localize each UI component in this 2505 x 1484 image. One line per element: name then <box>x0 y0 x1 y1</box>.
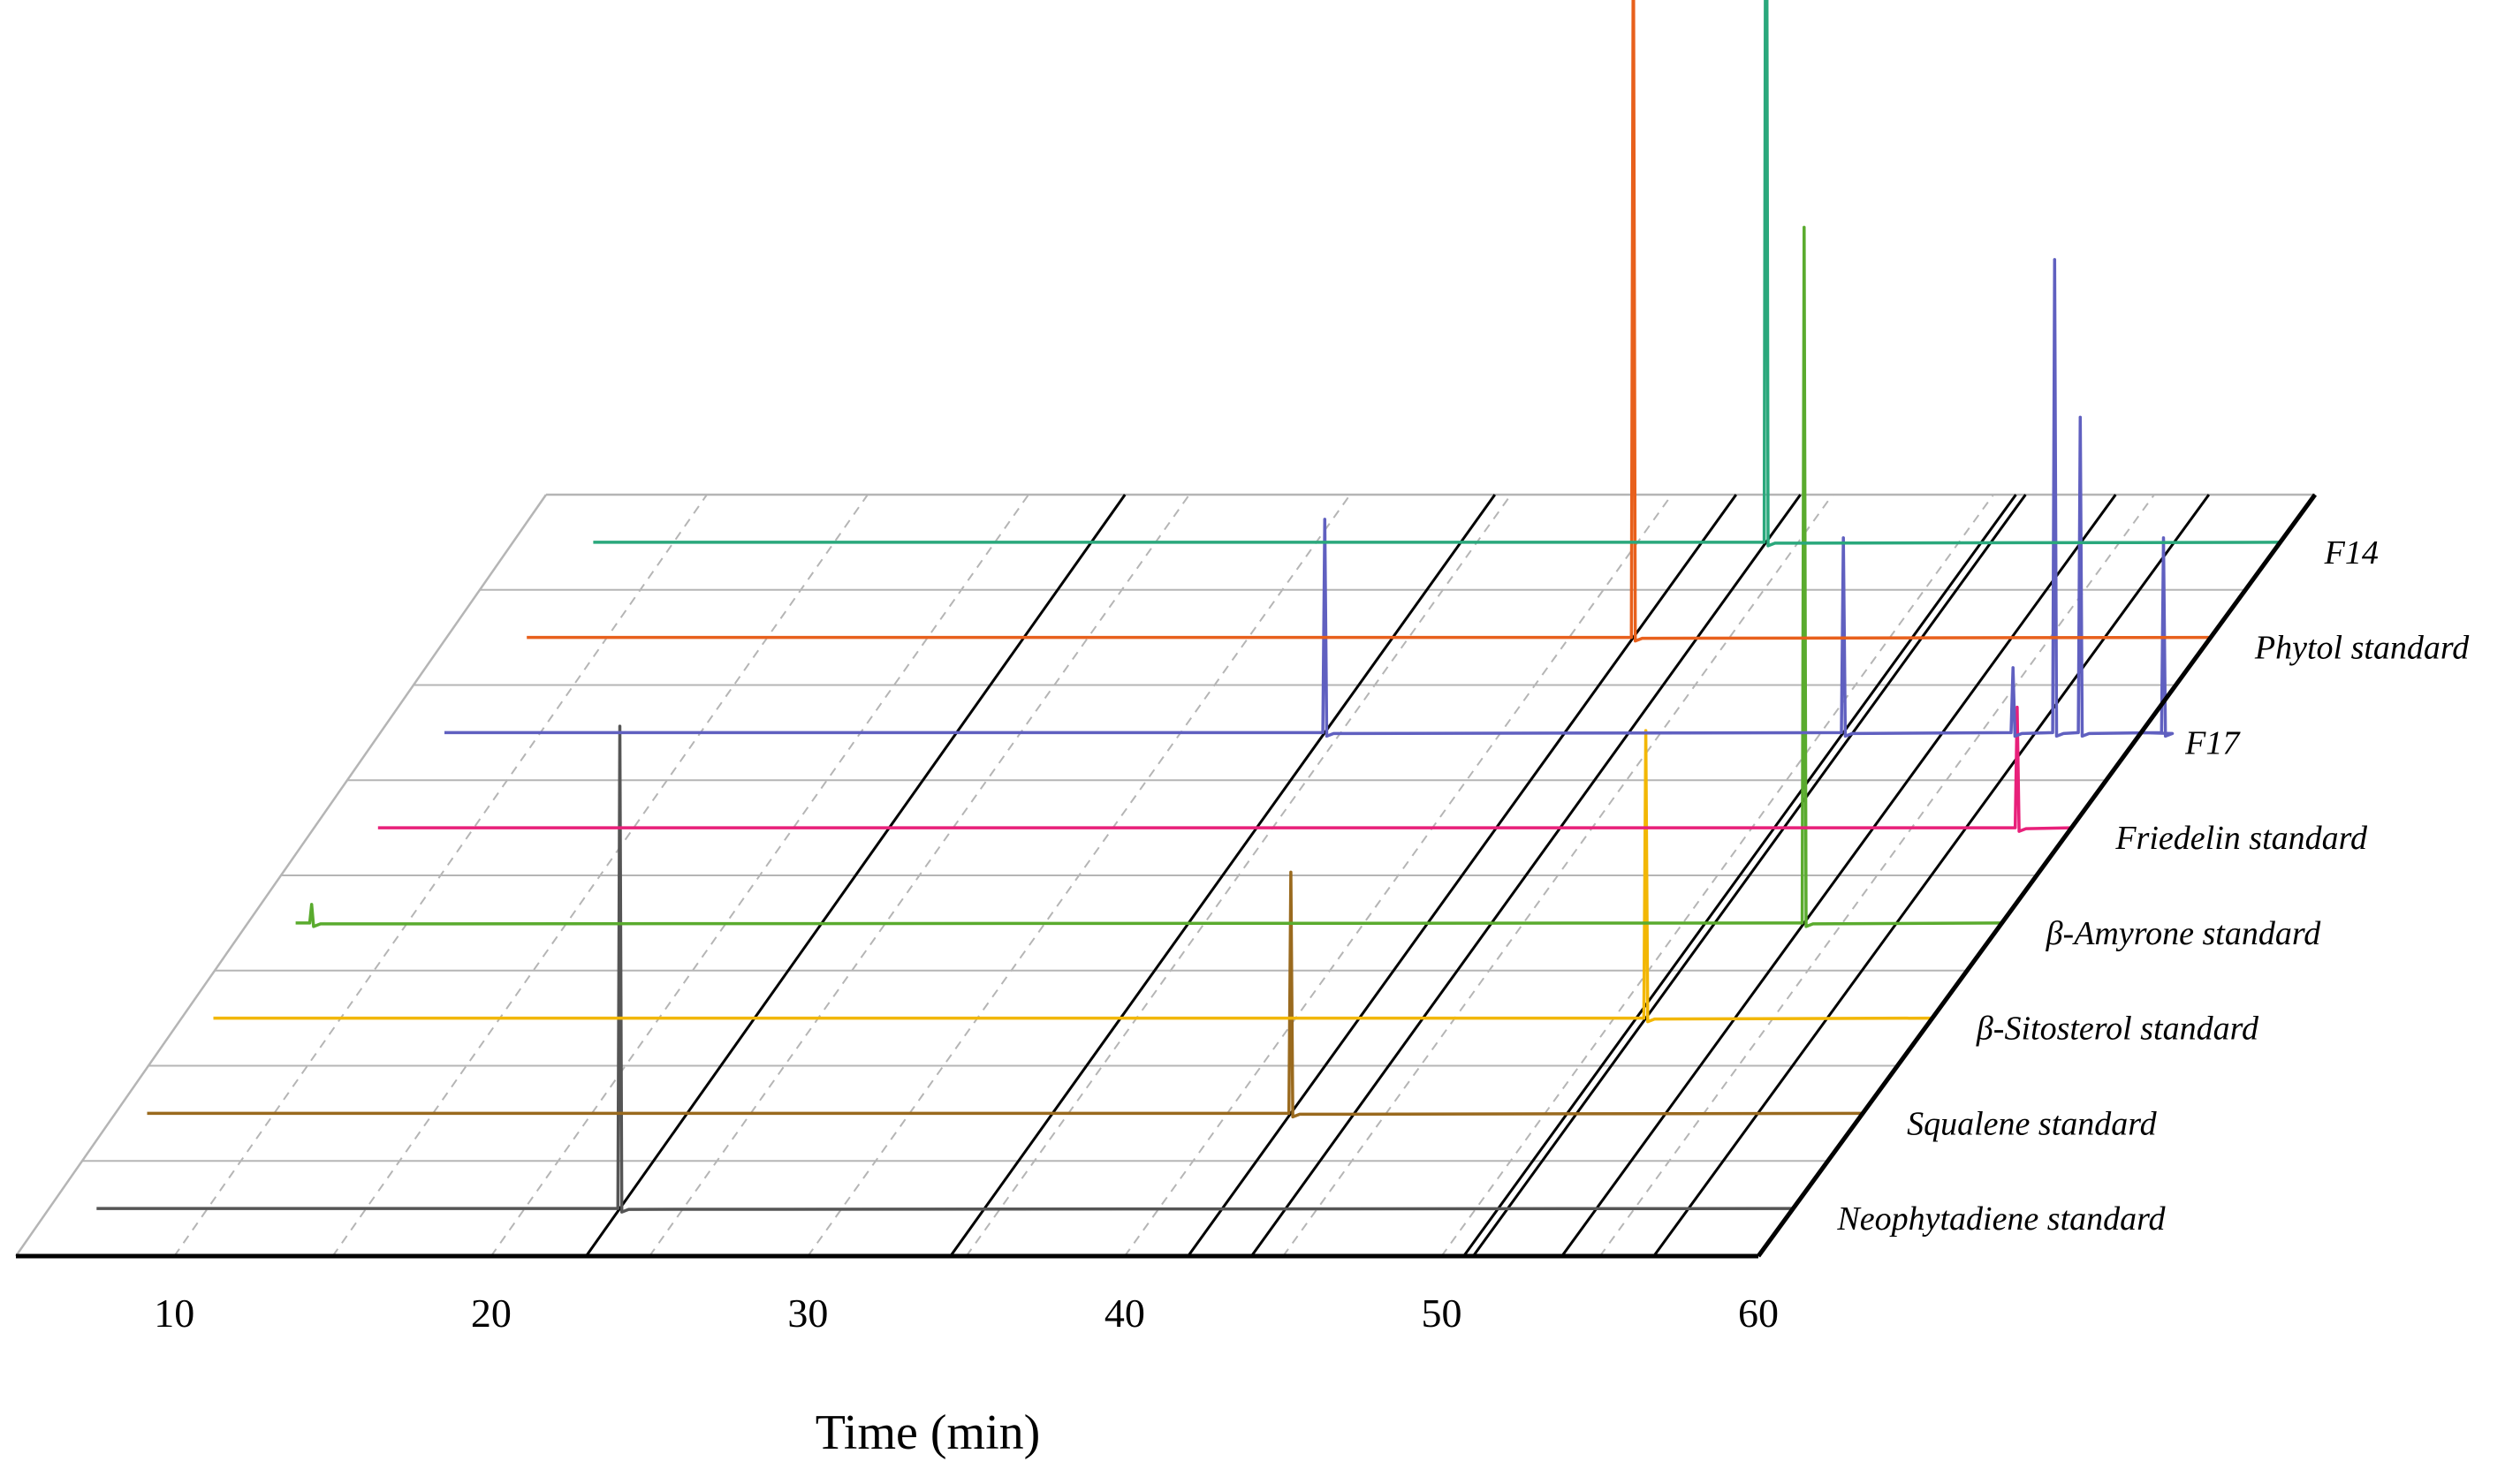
trace-0 <box>96 724 1794 1214</box>
peak-mark <box>1841 536 1845 540</box>
x-tick-label: 20 <box>471 1291 512 1336</box>
peak-connector-line <box>1560 494 2117 1257</box>
trace-4 <box>377 705 2072 833</box>
floor-left-edge <box>14 494 548 1257</box>
x-tick-label: 60 <box>1738 1291 1779 1336</box>
trace-2 <box>213 729 1932 1024</box>
peak-mark <box>618 724 621 728</box>
series-label: F14 <box>2324 534 2379 572</box>
x-tick-label: 10 <box>154 1291 194 1336</box>
peak-mark <box>2161 536 2165 540</box>
trace-7 <box>593 0 2281 548</box>
peak-mark <box>310 903 314 906</box>
trace-layer <box>96 0 2281 1214</box>
axis-layer: 10 20 30 40 50 60 <box>16 493 2318 1336</box>
label-layer: Neophytadiene standard Squalene standard β… <box>1836 534 2470 1238</box>
series-label: Phytol standard <box>2254 630 2470 667</box>
peak-connector-layer <box>585 494 2211 1257</box>
peak-connector-line <box>949 494 1497 1257</box>
trace-5 <box>444 258 2175 738</box>
trace-3 <box>295 225 2002 928</box>
peak-mark <box>1803 225 1806 229</box>
peak-connector-line <box>1250 494 1802 1257</box>
series-label: Neophytadiene standard <box>1836 1200 2166 1238</box>
peak-connector-line <box>1472 494 2027 1257</box>
peak-mark <box>2053 258 2056 261</box>
peak-mark <box>1323 518 1326 521</box>
x-tick-label: 50 <box>1421 1291 1461 1336</box>
series-label: β-Amyrone standard <box>2046 915 2322 952</box>
grid-line-depth <box>1598 494 2155 1257</box>
series-label: Squalene standard <box>1907 1105 2158 1142</box>
series-label: β-Sitosterol standard <box>1976 1011 2259 1048</box>
trace-6 <box>527 0 2211 643</box>
trace-1 <box>147 870 1864 1119</box>
x-axis-title: Time (min) <box>816 1405 1041 1460</box>
grid-line-depth <box>1440 494 1994 1257</box>
peak-connector-line <box>1652 494 2211 1257</box>
peak-connector-line <box>585 494 1127 1257</box>
series-label: Friedelin standard <box>2114 820 2368 857</box>
series-label: F17 <box>2184 724 2241 761</box>
x-tick-label: 40 <box>1104 1291 1145 1336</box>
peak-mark <box>1289 870 1293 874</box>
depth-axis-line <box>1756 493 2318 1258</box>
peak-mark <box>2078 415 2082 419</box>
peak-connector-line <box>1187 494 1738 1257</box>
peak-mark <box>2015 706 2019 709</box>
peak-connector-line <box>1462 494 2017 1257</box>
peak-mark <box>1644 729 1648 732</box>
x-tick-label: 30 <box>787 1291 828 1336</box>
peak-mark <box>2011 666 2015 670</box>
